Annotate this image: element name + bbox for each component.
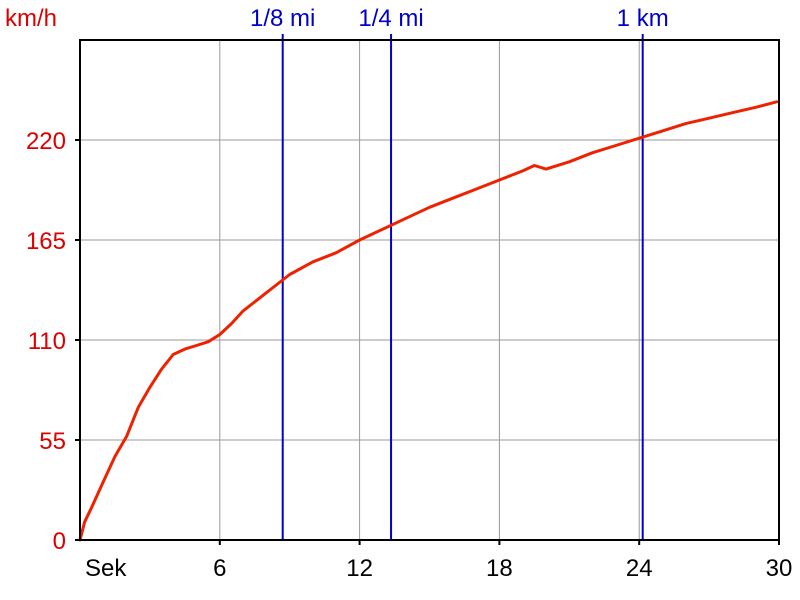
x-tick-label: 24 — [626, 555, 653, 582]
series-layer — [78, 100, 779, 542]
speed-curve — [78, 100, 779, 542]
plot-frame — [79, 39, 780, 541]
y-tick-label: 220 — [26, 128, 66, 155]
distance-marker-label: 1 km — [617, 5, 669, 32]
grid — [80, 40, 779, 540]
y-tick-label: 0 — [53, 528, 66, 555]
x-tick-label: 18 — [486, 555, 513, 582]
x-tick-label: 6 — [213, 555, 226, 582]
distance-marker-label: 1/4 mi — [358, 5, 423, 32]
y-tick-label: 165 — [26, 228, 66, 255]
y-tick-label: 55 — [39, 428, 66, 455]
y-axis-label: km/h — [5, 5, 57, 32]
distance-markers: 1/8 mi 1/4 mi 1 km — [250, 5, 669, 540]
x-tick-label: 30 — [766, 555, 793, 582]
x-axis-label: Sek — [85, 555, 127, 582]
plot-border — [79, 39, 780, 541]
x-axis-ticks: 6 12 18 24 30 — [213, 540, 792, 582]
distance-marker-label: 1/8 mi — [250, 5, 315, 32]
y-axis-ticks: 0 55 110 165 220 — [26, 128, 80, 555]
x-tick-label: 12 — [346, 555, 373, 582]
y-tick-label: 110 — [28, 328, 66, 355]
